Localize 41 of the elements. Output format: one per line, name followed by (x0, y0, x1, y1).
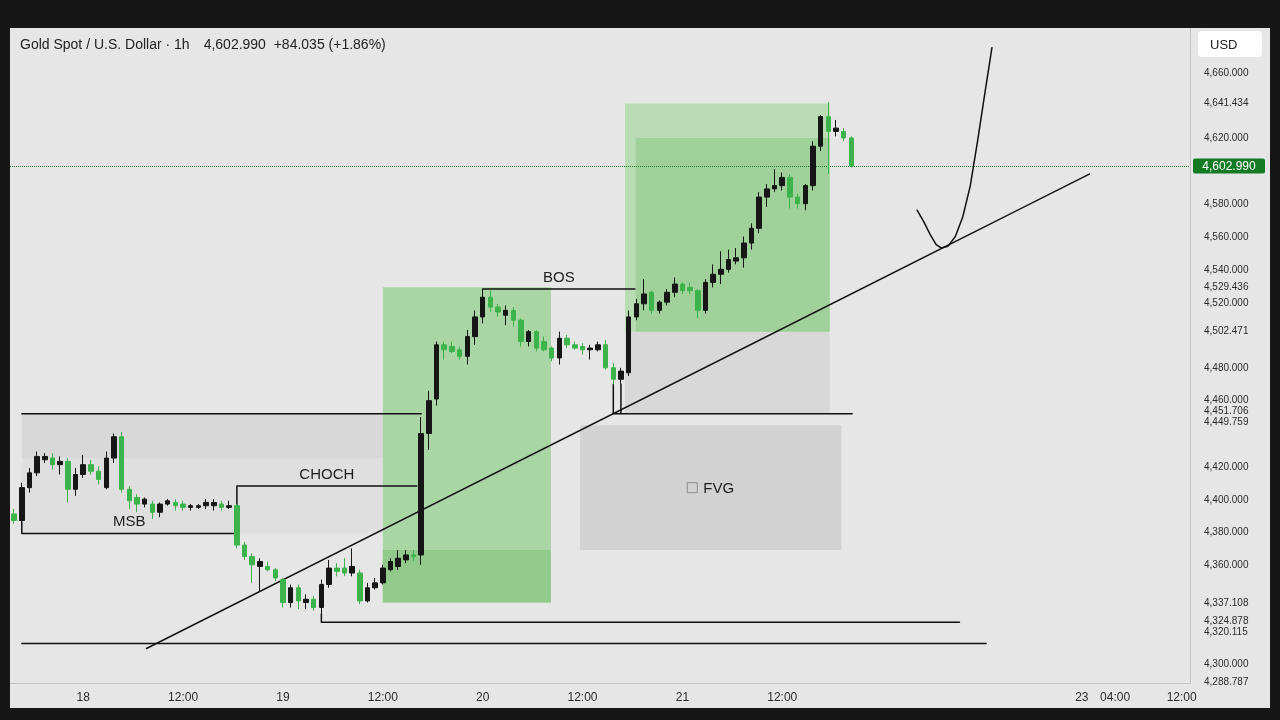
y-tick-label: 4,360.000 (1204, 559, 1249, 571)
x-tick-label: 12:00 (567, 690, 598, 704)
x-tick-label: 12:00 (767, 690, 798, 704)
series-label: MSB (113, 512, 146, 530)
y-tick-label: 4,324.878 (1204, 615, 1249, 627)
x-tick-label: 12:00 (1166, 690, 1198, 704)
y-tick-label: 4,620.000 (1204, 132, 1249, 144)
ref-line-label: 4,602.990 (1202, 158, 1257, 173)
text: 4,602.990 +84.035 (+1.86%) (203, 36, 386, 52)
series-label: CHOCH (299, 464, 355, 482)
y-tick-label: 4,460.000 (1204, 393, 1249, 405)
y-tick-label: 4,320.115 (1204, 626, 1249, 638)
x-tick-label: 20 (475, 690, 490, 704)
y-tick-label: 4,660.000 (1204, 66, 1249, 78)
y-tick-label: 4,288.787 (1204, 676, 1249, 688)
x-tick-label: 23 (1075, 690, 1089, 704)
y-tick-label: 4,300.000 (1204, 657, 1249, 669)
y-tick-label: 4,480.000 (1204, 362, 1249, 374)
y-tick-label: 4,380.000 (1204, 526, 1249, 538)
series-label: BOS (542, 267, 575, 285)
x-tick-label: 21 (675, 690, 690, 704)
y-axis-title: USD (1210, 36, 1238, 52)
y-tick-label: 4,520.000 (1204, 296, 1249, 308)
y-tick-label: 4,580.000 (1204, 198, 1249, 210)
y-tick-label: 4,400.000 (1204, 493, 1249, 505)
y-tick-label: 4,529.436 (1204, 281, 1249, 293)
y-tick-label: 4,337.108 (1204, 596, 1249, 608)
y-tick-label: 4,540.000 (1204, 263, 1249, 275)
y-tick-label: 4,641.434 (1204, 97, 1249, 109)
y-tick-label: 4,451.706 (1204, 404, 1249, 416)
x-tick-label: 12:00 (168, 690, 199, 704)
x-tick-label: 04:00 (1100, 690, 1131, 704)
x-tick-label: 19 (276, 690, 290, 704)
y-tick-label: 4,420.000 (1204, 460, 1249, 472)
y-tick-label: 4,449.759 (1204, 415, 1249, 427)
x-tick-label: 18 (76, 690, 91, 704)
x-tick-label: 12:00 (367, 690, 399, 704)
text: Gold Spot / U.S. Dollar · 1h (20, 36, 190, 52)
y-tick-label: 4,560.000 (1204, 230, 1249, 242)
y-tick-label: 4,502.471 (1204, 325, 1249, 337)
legend-label: FVG (703, 479, 735, 497)
